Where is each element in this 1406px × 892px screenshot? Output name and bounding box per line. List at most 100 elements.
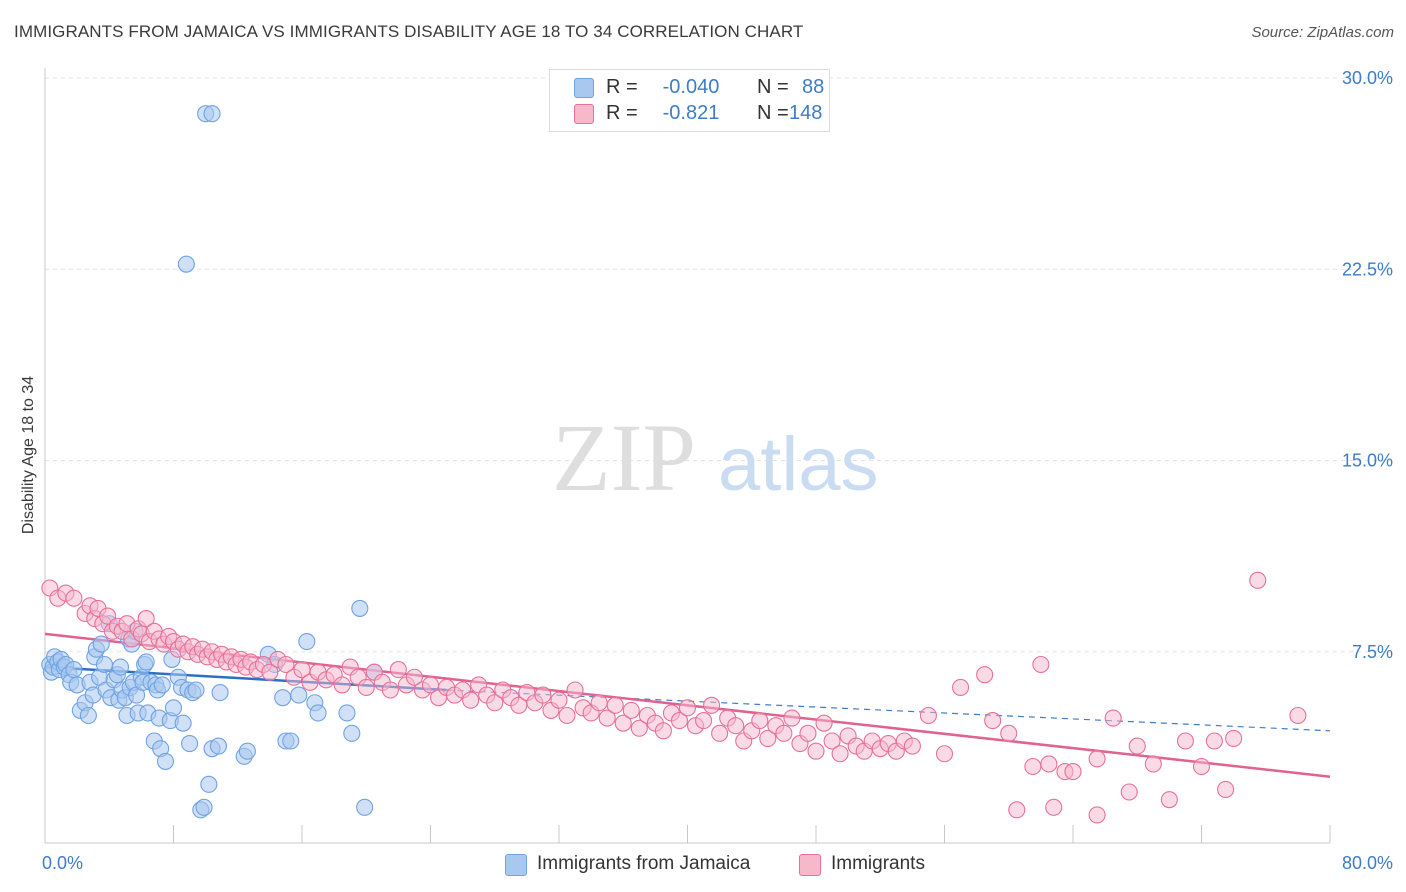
data-point-immigrants xyxy=(1160,791,1178,809)
data-point-immigrants xyxy=(1024,757,1042,776)
data-point-immigrants xyxy=(1249,571,1267,589)
y-axis-label: Disability Age 18 to 34 xyxy=(20,376,37,534)
data-point-jamaica xyxy=(290,686,308,704)
y-tick-label: 22.5% xyxy=(1342,259,1393,279)
data-point-immigrants xyxy=(137,610,155,628)
data-point-immigrants xyxy=(405,668,423,686)
x-tick-label: 80.0% xyxy=(1342,853,1393,873)
data-point-jamaica xyxy=(356,798,374,816)
legend-n-label: N = xyxy=(757,76,789,98)
data-point-immigrants xyxy=(486,694,504,712)
data-point-immigrants xyxy=(462,691,480,709)
data-point-jamaica xyxy=(298,632,316,651)
gridlines xyxy=(45,77,1392,653)
data-point-jamaica xyxy=(177,255,195,273)
data-point-immigrants xyxy=(670,712,689,730)
watermark-atlas: atlas xyxy=(718,422,879,507)
data-point-immigrants xyxy=(984,712,1002,730)
data-point-immigrants xyxy=(1088,750,1106,768)
data-point-immigrants xyxy=(1217,780,1235,799)
data-point-jamaica xyxy=(238,742,256,760)
data-point-immigrants xyxy=(751,712,769,730)
data-point-jamaica xyxy=(156,752,175,770)
y-tick-label: 30.0% xyxy=(1342,68,1393,88)
chart-title: IMMIGRANTS FROM JAMAICA VS IMMIGRANTS DI… xyxy=(14,22,804,41)
data-point-immigrants xyxy=(654,722,672,740)
data-point-jamaica xyxy=(211,683,229,702)
data-point-immigrants xyxy=(703,696,721,714)
data-point-immigrants xyxy=(614,714,632,732)
y-tick-label: 15.0% xyxy=(1342,451,1393,471)
data-point-immigrants xyxy=(1000,724,1018,742)
tick-labels: 7.5% 15.0% 22.5% 30.0% 0.0% 80.0% xyxy=(42,68,1393,873)
data-point-immigrants xyxy=(1104,709,1122,727)
legend-r-label: R = xyxy=(606,76,638,98)
data-point-immigrants xyxy=(558,706,576,725)
data-point-jamaica xyxy=(95,655,113,674)
data-point-immigrants xyxy=(1176,732,1194,750)
data-point-immigrants xyxy=(727,717,745,735)
data-point-immigrants xyxy=(1064,763,1082,781)
data-point-jamaica xyxy=(274,689,292,707)
data-point-immigrants xyxy=(606,696,624,714)
data-point-jamaica xyxy=(164,699,183,717)
data-point-jamaica xyxy=(174,714,192,732)
data-point-immigrants xyxy=(952,678,970,697)
data-point-jamaica xyxy=(338,704,356,722)
legend-n-value: 148 xyxy=(789,102,823,124)
data-point-immigrants xyxy=(775,724,793,742)
data-point-immigrants xyxy=(711,724,729,742)
legend-swatch-immigrants xyxy=(799,854,821,876)
data-point-jamaica xyxy=(209,737,228,755)
data-point-immigrants xyxy=(1128,737,1146,755)
data-point-immigrants xyxy=(1205,732,1223,750)
data-point-jamaica xyxy=(181,734,199,753)
data-point-jamaica xyxy=(282,732,300,750)
data-point-jamaica xyxy=(343,724,361,742)
data-point-immigrants xyxy=(695,712,713,730)
data-point-immigrants xyxy=(381,681,399,699)
data-point-immigrants xyxy=(807,742,825,760)
data-point-immigrants xyxy=(1144,755,1162,773)
data-point-immigrants xyxy=(815,714,833,732)
data-point-immigrants xyxy=(976,666,994,684)
data-point-immigrants xyxy=(799,724,817,742)
data-point-jamaica xyxy=(309,704,327,722)
legend-r-label: R = xyxy=(606,102,638,124)
legend-r-value: -0.040 xyxy=(662,76,720,98)
legend-r-value: -0.821 xyxy=(662,102,720,124)
data-point-immigrants xyxy=(759,729,777,748)
data-point-jamaica xyxy=(137,653,155,671)
data-point-immigrants xyxy=(1008,801,1026,819)
data-point-immigrants xyxy=(277,655,295,674)
data-point-immigrants xyxy=(831,745,849,763)
watermark-zip: ZIP xyxy=(552,404,696,511)
data-point-immigrants xyxy=(1289,706,1307,725)
data-point-immigrants xyxy=(1045,798,1063,816)
data-point-immigrants xyxy=(678,699,697,717)
data-point-immigrants xyxy=(534,686,552,704)
data-point-jamaica xyxy=(195,798,213,816)
legend-label-jamaica: Immigrants from Jamaica xyxy=(537,853,751,874)
axes xyxy=(44,68,1331,844)
data-point-immigrants xyxy=(333,676,351,694)
legend-n-value: 88 xyxy=(802,76,825,98)
data-point-immigrants xyxy=(630,719,648,737)
y-tick-label: 7.5% xyxy=(1352,642,1393,662)
data-point-jamaica xyxy=(111,658,130,676)
data-point-immigrants xyxy=(357,678,375,697)
data-point-immigrants xyxy=(389,661,407,679)
legend-swatch-jamaica xyxy=(505,854,527,876)
legend-n-label: N = xyxy=(757,102,789,124)
data-point-immigrants xyxy=(566,681,584,699)
data-point-immigrants xyxy=(823,732,841,750)
source-credit: Source: ZipAtlas.com xyxy=(1251,24,1394,41)
data-point-immigrants xyxy=(919,706,937,725)
x-tick-label: 0.0% xyxy=(42,853,83,873)
data-point-jamaica xyxy=(200,775,218,793)
data-point-immigrants xyxy=(622,701,640,719)
legend-swatch-immigrants xyxy=(574,104,594,124)
data-point-jamaica xyxy=(187,681,205,699)
data-point-jamaica xyxy=(203,105,221,123)
data-point-immigrants xyxy=(65,589,83,607)
